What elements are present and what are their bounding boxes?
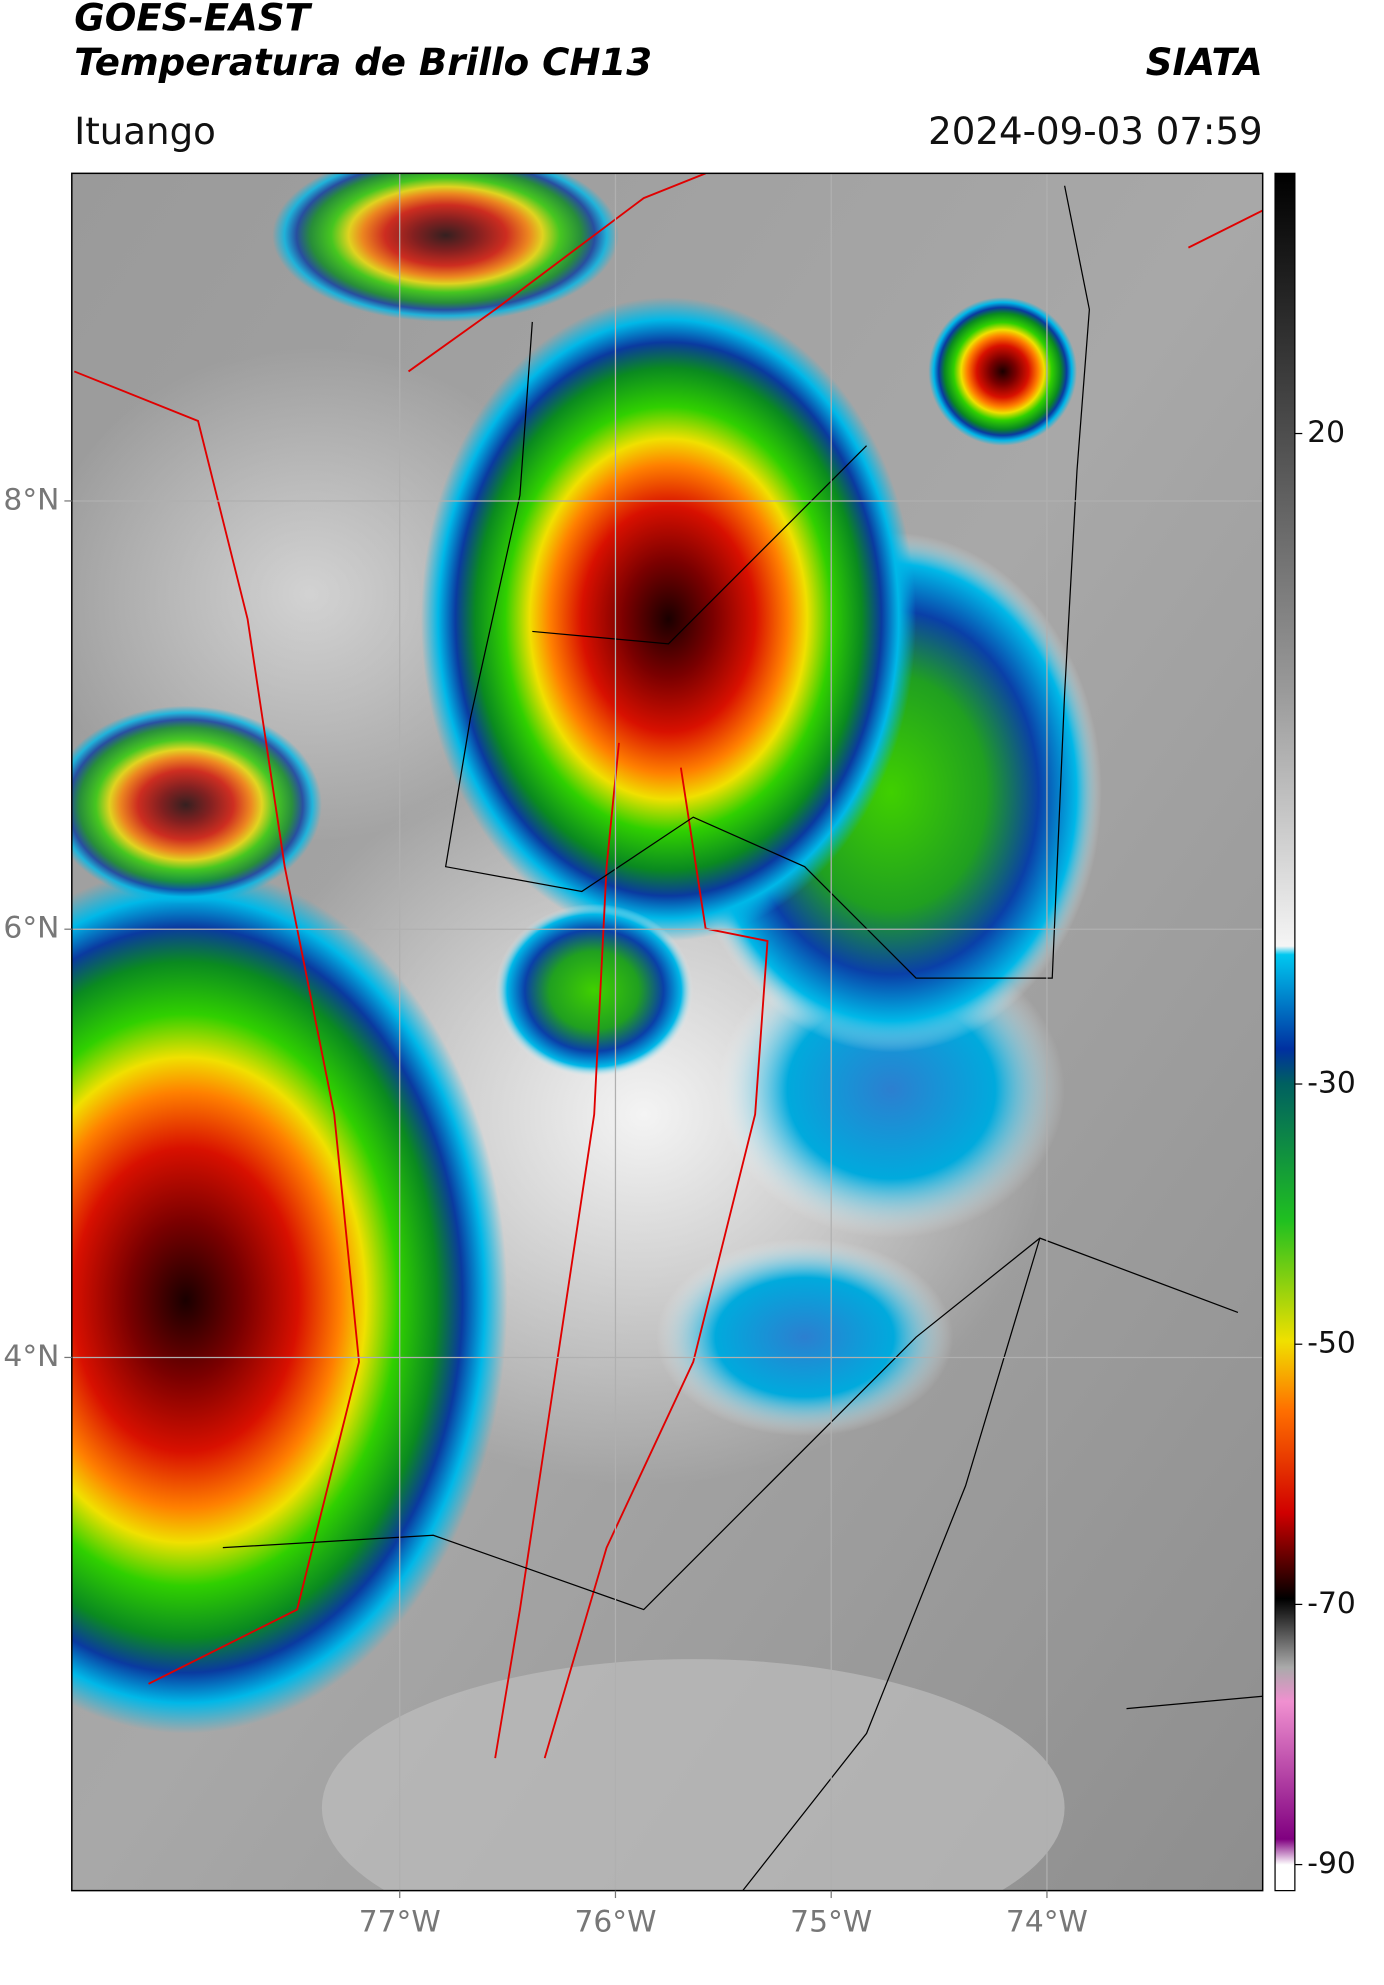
y-tick-label: 8°N [3, 482, 59, 517]
border [73, 370, 360, 1685]
x-tick-label: 74°W [1006, 1904, 1088, 1939]
storm [495, 903, 694, 1078]
source: SIATA [1146, 41, 1263, 84]
x-tick-label: 77°W [359, 1904, 441, 1939]
y-tick-label: 4°N [3, 1339, 59, 1374]
colorbar-label: -70 [1307, 1586, 1356, 1621]
colorbar [1274, 172, 1296, 1892]
grid [71, 173, 1263, 1891]
subtitle: Temperatura de Brillo CH13 [74, 41, 652, 84]
border [532, 445, 867, 645]
x-tick-label: 75°W [790, 1904, 872, 1939]
storm [71, 866, 508, 1734]
border [1187, 209, 1263, 249]
x-tick-label: 76°W [574, 1904, 656, 1939]
border [222, 1237, 1239, 1611]
axis-labels: 77°W 76°W 75°W 74°W 8°N 6°N 4°N 20 -30 -50 -70 -90 [3, 415, 1355, 1939]
colorbar-label: -30 [1307, 1066, 1356, 1101]
colorbar-label: -50 [1307, 1326, 1356, 1361]
storm [71, 705, 322, 904]
border [444, 185, 1090, 979]
cloud [656, 1238, 954, 1437]
storm [928, 297, 1077, 446]
border [494, 742, 620, 1759]
y-tick-label: 6°N [3, 911, 59, 946]
title: GOES-EAST [74, 0, 312, 39]
datetime: 2024-09-03 07:59 [928, 110, 1263, 153]
satellite-image [71, 173, 1263, 1891]
place: Ituango [74, 110, 216, 153]
border [407, 173, 706, 373]
storm [420, 297, 917, 941]
storm [272, 173, 619, 322]
colorbar-label: -90 [1307, 1846, 1356, 1881]
border [742, 1237, 1041, 1891]
cloud-area [321, 1659, 1065, 1891]
map-frame [71, 172, 1264, 1892]
border [1126, 1695, 1263, 1710]
colorbar-label: 20 [1307, 415, 1345, 450]
